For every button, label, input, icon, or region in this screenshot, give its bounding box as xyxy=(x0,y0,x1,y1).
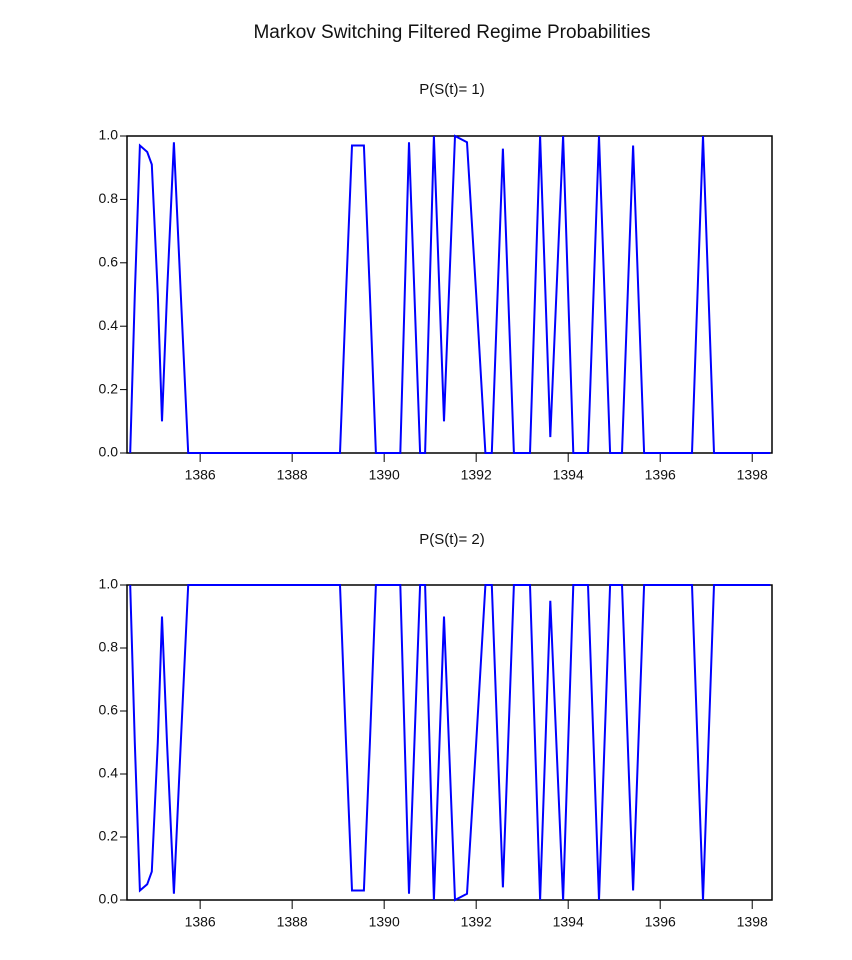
y-tick-label: 0.2 xyxy=(99,380,119,396)
x-tick-label: 1394 xyxy=(553,467,584,483)
y-tick-label: 0.2 xyxy=(99,828,119,844)
x-tick-label: 1390 xyxy=(369,914,400,930)
x-tick-label: 1388 xyxy=(277,914,308,930)
line-series xyxy=(129,134,771,454)
y-tick-label: 0.6 xyxy=(99,702,119,718)
y-tick-label: 0.8 xyxy=(99,190,119,206)
y-tick-label: 1.0 xyxy=(99,127,119,143)
y-tick-label: 0.6 xyxy=(99,254,119,270)
x-tick-label: 1396 xyxy=(645,914,676,930)
y-tick-label: 1.0 xyxy=(99,576,119,592)
x-tick-label: 1398 xyxy=(737,467,768,483)
x-tick-label: 1390 xyxy=(369,467,400,483)
x-tick-label: 1394 xyxy=(553,914,584,930)
x-tick-label: 1396 xyxy=(645,467,676,483)
x-tick-label: 1386 xyxy=(185,914,216,930)
y-tick-label: 0.4 xyxy=(99,765,119,781)
x-tick-label: 1386 xyxy=(185,467,216,483)
line-series xyxy=(129,584,771,902)
x-tick-label: 1398 xyxy=(737,914,768,930)
subplot-title: P(S(t)= 1) xyxy=(419,81,484,98)
y-tick-label: 0.0 xyxy=(99,444,119,460)
y-tick-label: 0.4 xyxy=(99,317,119,333)
y-tick-label: 0.0 xyxy=(99,891,119,907)
x-tick-label: 1392 xyxy=(461,914,492,930)
plot-frame xyxy=(126,135,773,454)
y-tick-label: 0.8 xyxy=(99,639,119,655)
plot-frame xyxy=(126,584,773,901)
x-tick-label: 1388 xyxy=(277,467,308,483)
x-tick-label: 1392 xyxy=(461,467,492,483)
subplot-title: P(S(t)= 2) xyxy=(419,531,484,548)
chart-title: Markov Switching Filtered Regime Probabi… xyxy=(253,22,650,43)
